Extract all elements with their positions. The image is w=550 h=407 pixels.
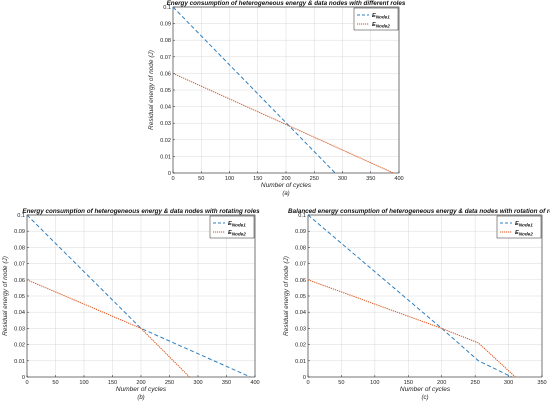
y-tick-label: 0 [303,375,306,381]
x-tick-label: 150 [404,380,413,386]
legend-entry: ENode2 [372,22,390,29]
panel-caption: (b) [137,395,144,401]
chart-panel-b: 0 50 100 150 200 250 300 350 400 0 0.01 0.02 0.03 0.0… [2,208,260,401]
y-tick-label: 0.06 [160,71,171,77]
x-axis-label: Number of cycles [261,182,312,189]
legend: ENode1 ENode2 [496,215,542,239]
y-tick-label: 0.01 [160,154,171,160]
y-tick-label: 0.08 [14,245,25,251]
x-tick-label: 300 [504,380,513,386]
y-tick-label: 0.1 [298,213,306,219]
series-line-node1 [26,214,251,378]
y-axis-label: Residual energy of node (J) [283,256,290,336]
x-tick-label: 200 [437,380,446,386]
y-tick-label: 0.03 [160,121,171,127]
series-line-node1 [307,214,513,378]
legend: ENode1 ENode2 [209,215,255,239]
y-tick-label: 0.09 [160,22,171,28]
y-tick-label: 0.03 [295,326,306,332]
x-tick-label: 50 [338,380,344,386]
x-axis-label: Number of cycles [400,386,451,393]
y-tick-label: 0.01 [14,359,25,365]
legend-entry: ENode1 [515,221,533,228]
x-tick-label: 300 [338,176,347,182]
y-tick-label: 0.01 [295,359,306,365]
y-tick-label: 0.05 [14,294,25,300]
x-tick-label: 300 [193,380,202,386]
legend-entry: ENode2 [228,230,246,237]
panel-caption: (c) [422,395,429,401]
y-axis-label: Residual energy of node (J) [148,50,155,130]
x-tick-label: 100 [370,380,379,386]
x-tick-label: 200 [281,176,290,182]
y-tick-label: 0.02 [14,343,25,349]
x-tick-label: 100 [225,176,234,182]
x-tick-label: 400 [250,380,259,386]
chart-panel-a: 0 50 100 150 200 250 300 350 400 0 0.01 0.02 0.03 0.0… [148,0,406,197]
chart-title: Energy consumption of heterogeneous ener… [167,0,406,7]
y-axis-label: Residual energy of node (J) [2,256,9,336]
x-tick-label: 100 [79,380,88,386]
y-tick-label: 0 [168,171,171,177]
y-tick-label: 0.07 [160,55,171,61]
y-tick-label: 0.07 [14,262,25,268]
y-tick-label: 0.1 [163,5,171,11]
legend-entry: ENode1 [228,221,246,228]
series-line-node2 [172,72,394,174]
y-tick-label: 0.05 [160,88,171,94]
x-tick-label: 0 [306,380,309,386]
series-line-node2 [26,279,190,378]
legend: ENode1 ENode2 [353,7,399,31]
y-tick-label: 0.02 [295,343,306,349]
y-tick-label: 0.08 [160,38,171,44]
chart-title: Balanced energy consumption of heterogen… [288,208,550,215]
panel-caption: (a) [282,191,289,197]
x-tick-label: 250 [165,380,174,386]
y-tick-label: 0.03 [14,326,25,332]
x-tick-label: 50 [198,176,204,182]
x-tick-label: 350 [366,176,375,182]
chart-panel-c: 0 50 100 150 200 250 300 350 0 0.01 0.02 0.03 0.04 0.… [283,208,550,401]
legend-entry: ENode2 [515,230,533,237]
y-tick-label: 0.05 [295,294,306,300]
chart-title: Energy consumption of heterogeneous ener… [22,208,260,215]
series-line-node2 [307,279,516,378]
y-tick-label: 0.04 [14,310,25,316]
x-tick-label: 250 [470,380,479,386]
y-tick-label: 0.1 [17,213,25,219]
y-tick-label: 0.02 [160,138,171,144]
x-tick-label: 350 [222,380,231,386]
y-tick-label: 0 [22,375,25,381]
y-tick-label: 0.08 [295,245,306,251]
x-tick-label: 150 [108,380,117,386]
x-tick-label: 250 [310,176,319,182]
x-tick-label: 200 [136,380,145,386]
x-tick-label: 350 [537,380,546,386]
y-tick-label: 0.06 [295,278,306,284]
y-tick-label: 0.09 [295,229,306,235]
y-tick-label: 0.07 [295,262,306,268]
y-tick-label: 0.06 [14,278,25,284]
x-axis-label: Number of cycles [116,386,167,393]
y-tick-label: 0.09 [14,229,25,235]
x-tick-label: 0 [171,176,174,182]
x-tick-label: 150 [253,176,262,182]
y-tick-label: 0.04 [295,310,306,316]
legend-entry: ENode1 [372,13,390,20]
x-tick-label: 0 [25,380,28,386]
x-tick-label: 400 [394,176,403,182]
x-tick-label: 50 [52,380,58,386]
y-tick-label: 0.04 [160,105,171,111]
